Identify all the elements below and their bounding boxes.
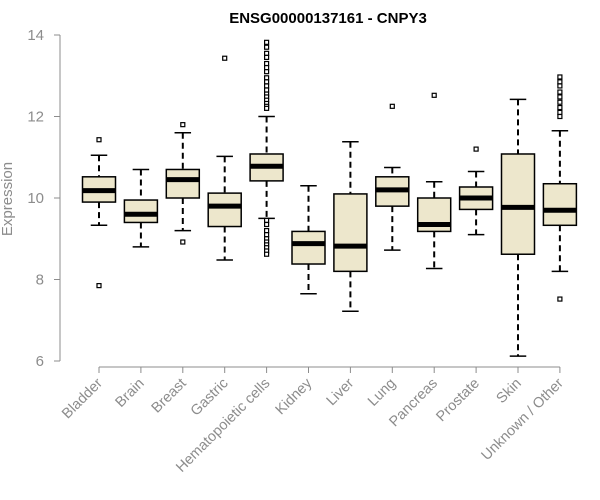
boxes bbox=[81, 39, 578, 357]
box-group bbox=[500, 98, 536, 357]
outlier-point bbox=[557, 99, 563, 105]
y-tick-label: 14 bbox=[27, 27, 44, 44]
box-group bbox=[207, 55, 242, 261]
outlier-point bbox=[264, 50, 270, 56]
box-group bbox=[375, 103, 410, 251]
outlier-point bbox=[557, 74, 563, 80]
outlier-point bbox=[389, 103, 395, 109]
outlier-point bbox=[264, 39, 270, 45]
x-tick-label: Prostate bbox=[433, 376, 482, 425]
outlier-point bbox=[264, 75, 270, 81]
outlier-point bbox=[96, 283, 102, 289]
box-group bbox=[291, 185, 326, 295]
y-tick-label: 8 bbox=[36, 272, 44, 289]
outlier-point bbox=[264, 105, 270, 111]
outlier-point bbox=[264, 44, 270, 50]
box-group bbox=[249, 39, 284, 257]
outlier-point bbox=[473, 146, 479, 152]
outlier-point bbox=[557, 296, 563, 302]
outlier-point bbox=[264, 79, 270, 85]
outlier-point bbox=[557, 83, 563, 89]
outlier-point bbox=[222, 55, 228, 61]
x-tick-label: Bladder bbox=[59, 375, 106, 422]
outlier-point bbox=[264, 83, 270, 89]
x-tick-label: Skin bbox=[494, 376, 525, 407]
outlier-point bbox=[180, 122, 186, 128]
box-group bbox=[333, 141, 368, 313]
outlier-point bbox=[264, 87, 270, 93]
outlier-point bbox=[264, 232, 270, 238]
x-tick-label: Kidney bbox=[273, 375, 316, 418]
outlier-point bbox=[264, 221, 270, 228]
chart-title: ENSG00000137161 - CNPY3 bbox=[229, 10, 427, 27]
box bbox=[291, 230, 326, 265]
y-tick-label: 6 bbox=[36, 353, 44, 370]
outlier-point bbox=[431, 92, 437, 98]
outlier-point bbox=[557, 79, 563, 85]
x-tick-label: Breast bbox=[149, 376, 190, 417]
outlier-point bbox=[557, 94, 563, 100]
outlier-point bbox=[264, 60, 270, 67]
y-axis-label: Expression bbox=[0, 162, 16, 236]
box-group bbox=[165, 122, 201, 245]
outlier-point bbox=[557, 104, 563, 111]
outlier-point bbox=[557, 109, 563, 116]
box-group bbox=[542, 74, 578, 302]
box-group bbox=[123, 168, 159, 248]
outlier-point bbox=[264, 54, 270, 61]
outlier-point bbox=[557, 113, 563, 120]
box bbox=[207, 192, 242, 228]
box-group bbox=[81, 137, 117, 289]
box bbox=[123, 199, 159, 224]
outlier-point bbox=[264, 64, 270, 71]
outlier-point bbox=[180, 239, 186, 245]
outlier-point bbox=[264, 251, 270, 257]
outlier-point bbox=[264, 217, 270, 224]
outlier-point bbox=[96, 137, 102, 143]
x-tick-label: Brain bbox=[112, 376, 147, 411]
x-tick-label: Lung bbox=[365, 376, 399, 410]
outlier-point bbox=[264, 228, 270, 234]
box-group bbox=[458, 146, 494, 236]
x-tick-label: Liver bbox=[324, 375, 358, 409]
box bbox=[333, 193, 368, 273]
outlier-point bbox=[557, 89, 563, 95]
box bbox=[165, 168, 201, 199]
box-group bbox=[416, 92, 452, 270]
y-tick-label: 10 bbox=[27, 190, 44, 207]
y-tick-label: 12 bbox=[27, 109, 44, 126]
box bbox=[542, 182, 578, 227]
outlier-point bbox=[264, 69, 270, 75]
box bbox=[500, 153, 536, 255]
